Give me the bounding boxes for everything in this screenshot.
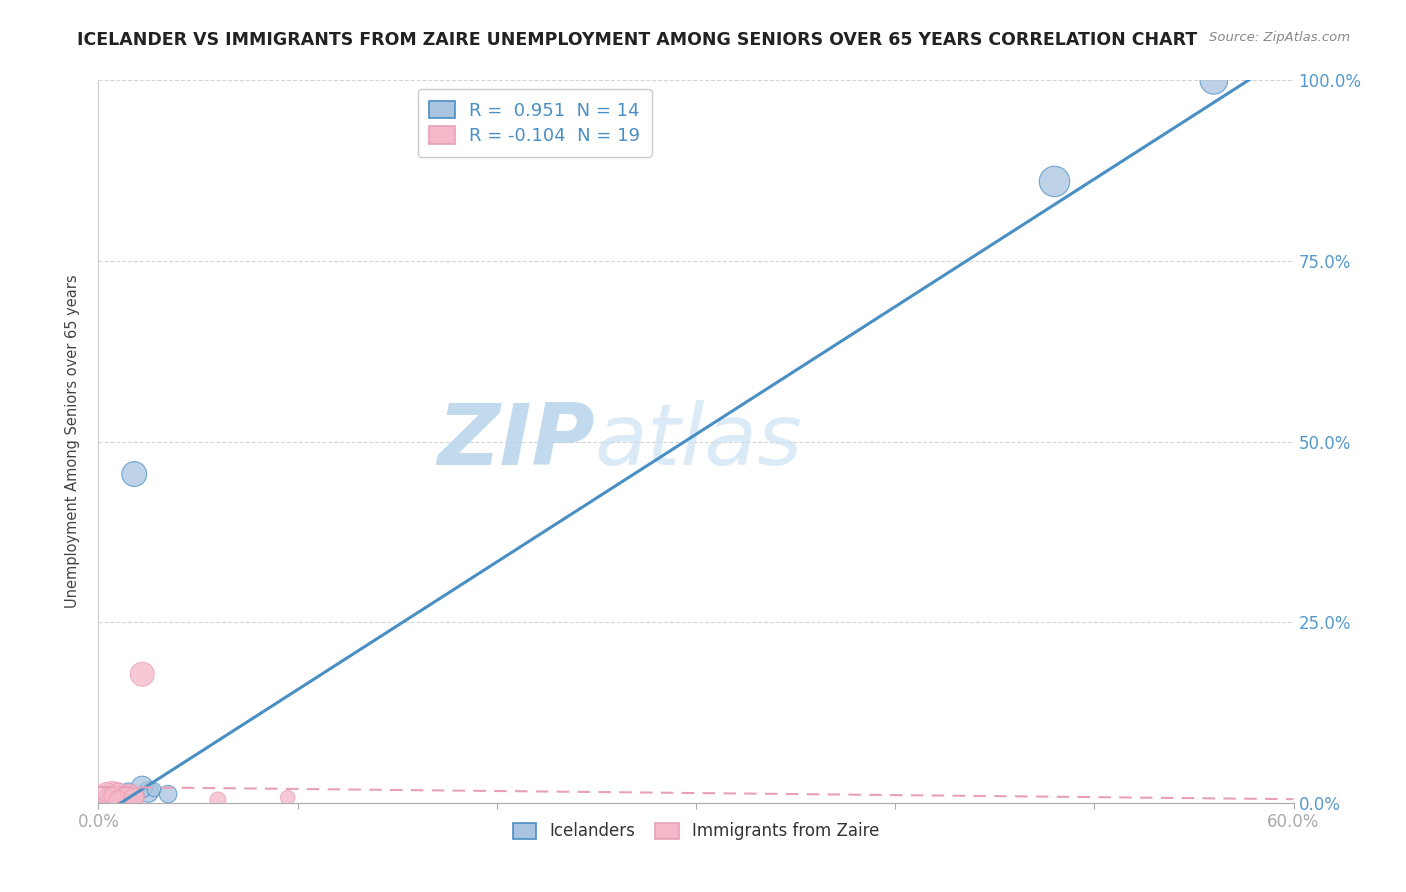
Point: [103, 790, 125, 805]
Point: [131, 667, 153, 681]
Point: [97, 792, 120, 806]
Point: [125, 790, 148, 805]
Point: [143, 782, 166, 797]
Point: [101, 785, 124, 799]
Point: [105, 789, 128, 804]
Point: [1202, 73, 1225, 87]
Y-axis label: Unemployment Among Seniors over 65 years: Unemployment Among Seniors over 65 years: [65, 275, 80, 608]
Point: [96, 785, 118, 799]
Point: [96, 790, 118, 805]
Point: [107, 793, 129, 807]
Point: [103, 790, 125, 805]
Point: [101, 789, 124, 803]
Legend: Icelanders, Immigrants from Zaire: Icelanders, Immigrants from Zaire: [505, 814, 887, 848]
Point: [136, 785, 159, 799]
Point: [1043, 174, 1066, 188]
Point: [157, 787, 180, 801]
Text: ZIP: ZIP: [437, 400, 595, 483]
Point: [117, 785, 139, 799]
Point: [124, 789, 146, 803]
Point: [98, 791, 122, 805]
Point: [107, 785, 129, 799]
Text: ICELANDER VS IMMIGRANTS FROM ZAIRE UNEMPLOYMENT AMONG SENIORS OVER 65 YEARS CORR: ICELANDER VS IMMIGRANTS FROM ZAIRE UNEMP…: [77, 31, 1198, 49]
Point: [207, 793, 229, 807]
Point: [110, 793, 132, 807]
Point: [115, 790, 138, 805]
Point: [111, 787, 134, 801]
Point: [120, 785, 142, 799]
Point: [96, 790, 118, 805]
Point: [277, 790, 299, 805]
Point: [115, 789, 138, 803]
Point: [131, 780, 153, 794]
Point: [101, 789, 124, 803]
Text: atlas: atlas: [595, 400, 803, 483]
Point: [124, 467, 146, 481]
Text: Source: ZipAtlas.com: Source: ZipAtlas.com: [1209, 31, 1350, 45]
Point: [124, 790, 146, 805]
Point: [107, 785, 129, 799]
